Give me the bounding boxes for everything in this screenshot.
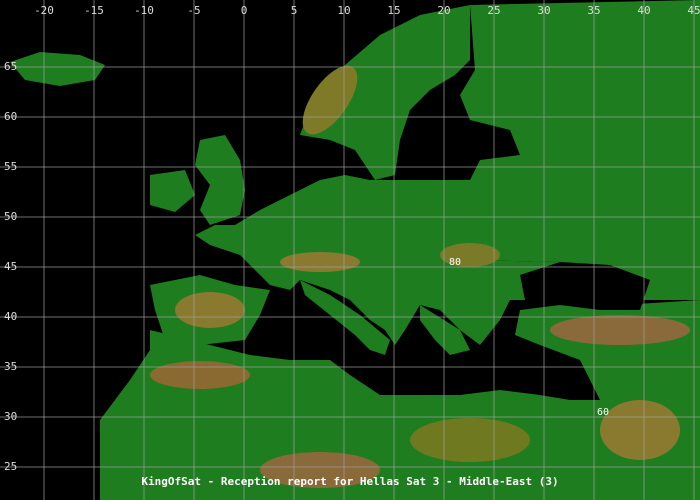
relief-patch xyxy=(410,418,530,462)
relief-patch xyxy=(175,292,245,328)
lat-label: 25 xyxy=(4,460,17,473)
lat-label: 45 xyxy=(4,260,17,273)
lon-label: 15 xyxy=(387,4,400,17)
iceland xyxy=(10,52,105,86)
lat-label: 55 xyxy=(4,160,17,173)
lon-label: -15 xyxy=(84,4,104,17)
lat-label: 30 xyxy=(4,410,17,423)
lat-label: 60 xyxy=(4,110,17,123)
lon-label: 20 xyxy=(437,4,450,17)
relief-patch xyxy=(280,252,360,272)
black-sea xyxy=(520,262,650,310)
scandinavia xyxy=(300,5,470,180)
relief-patch xyxy=(600,400,680,460)
lat-label: 35 xyxy=(4,360,17,373)
ireland xyxy=(150,170,195,212)
lon-label: 5 xyxy=(291,4,298,17)
contour-label: 80 xyxy=(449,257,461,268)
lon-label: 0 xyxy=(241,4,248,17)
lon-label: 35 xyxy=(587,4,600,17)
lon-label: -5 xyxy=(187,4,200,17)
lon-label: -10 xyxy=(134,4,154,17)
lon-label: 30 xyxy=(537,4,550,17)
relief-patch xyxy=(550,315,690,345)
lon-label: -20 xyxy=(34,4,54,17)
lat-label: 65 xyxy=(4,60,17,73)
north-east xyxy=(460,0,700,265)
lon-label: 10 xyxy=(337,4,350,17)
lat-label: 50 xyxy=(4,210,17,223)
lat-label: 40 xyxy=(4,310,17,323)
lon-label: 45 xyxy=(687,4,700,17)
relief-patch xyxy=(150,361,250,389)
relief-patch xyxy=(440,243,500,267)
britain xyxy=(195,135,245,225)
relief-patch xyxy=(260,452,380,488)
caption: KingOfSat - Reception report for Hellas … xyxy=(141,475,558,488)
lon-label: 25 xyxy=(487,4,500,17)
contour-label: 60 xyxy=(597,407,609,418)
lon-label: 40 xyxy=(637,4,650,17)
